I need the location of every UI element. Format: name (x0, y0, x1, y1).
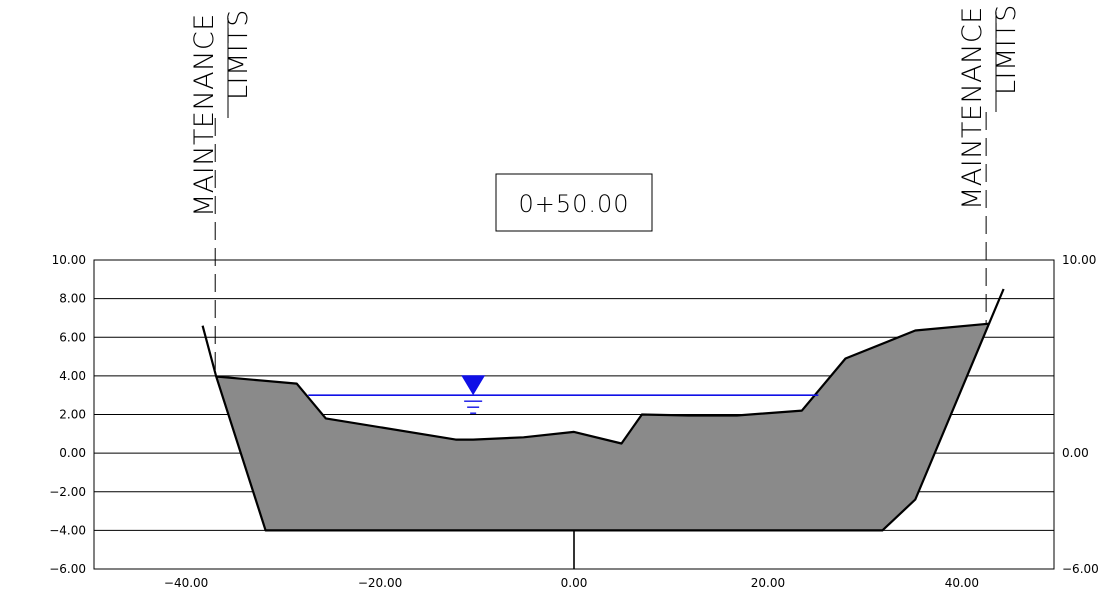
existing-ground-right (987, 288, 1005, 325)
y-tick-label-left: 10.00 (52, 253, 86, 267)
station-label: 0+50.00 (518, 190, 629, 218)
y-tick-label-right: 10.00 (1062, 253, 1096, 267)
existing-ground-left (201, 325, 218, 377)
maintenance-label-left: MAINTENANCE (189, 13, 220, 217)
x-tick-label: 20.00 (751, 576, 785, 590)
x-tick-label: −20.00 (358, 576, 402, 590)
y-tick-label-left: 6.00 (59, 330, 86, 344)
y-tick-label-left: −2.00 (49, 485, 86, 499)
maintenance-label-right: MAINTENANCE (957, 6, 988, 210)
y-tick-label-left: −4.00 (49, 523, 86, 537)
x-tick-label: −40.00 (164, 576, 208, 590)
y-tick-label-right: −6.00 (1062, 562, 1099, 576)
station-box (495, 173, 653, 232)
y-tick-label-left: −6.00 (49, 562, 86, 576)
y-tick-label-left: 4.00 (59, 369, 86, 383)
channel-section-fill (215, 322, 991, 532)
axis-labels: 10.00 8.00 6.00 4.00 2.00 0.00 −2.00 −4.00 −6.00… (49, 253, 1099, 590)
y-tick-label-left: 8.00 (59, 292, 86, 306)
x-tick-label: 0.00 (561, 576, 588, 590)
water-level-icon (461, 375, 486, 414)
x-tick-label: 40.00 (945, 576, 979, 590)
y-tick-label-right: 0.00 (1062, 446, 1089, 460)
y-tick-label-left: 2.00 (59, 408, 86, 422)
water-triangle (461, 375, 486, 396)
y-tick-label-left: 0.00 (59, 446, 86, 460)
